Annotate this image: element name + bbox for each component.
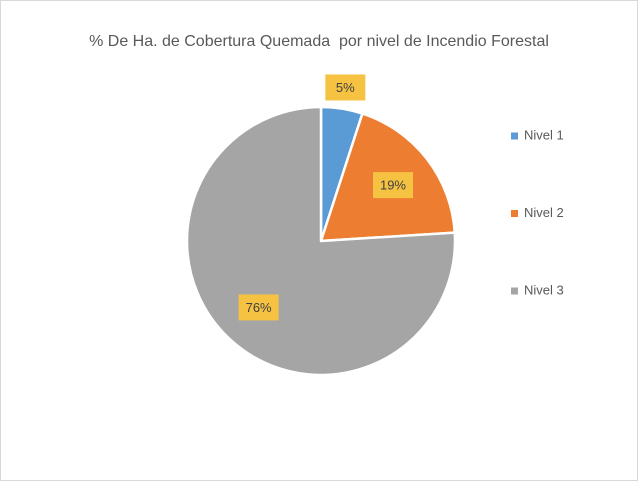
value-label: 19% — [380, 178, 406, 193]
value-label-box — [325, 74, 366, 101]
value-label: 5% — [336, 80, 355, 95]
legend-text: Nivel 3 — [524, 282, 564, 297]
value-label-box — [372, 172, 413, 199]
value-label: 76% — [246, 300, 272, 315]
value-label-box — [238, 294, 279, 321]
chart-title: % De Ha. de Cobertura Quemada por nivel … — [89, 33, 549, 50]
legend-text: Nivel 1 — [524, 127, 564, 142]
legend-text: Nivel 2 — [524, 205, 564, 220]
legend-swatch — [511, 210, 518, 217]
legend-swatch — [511, 132, 518, 140]
legend-swatch — [511, 287, 518, 295]
